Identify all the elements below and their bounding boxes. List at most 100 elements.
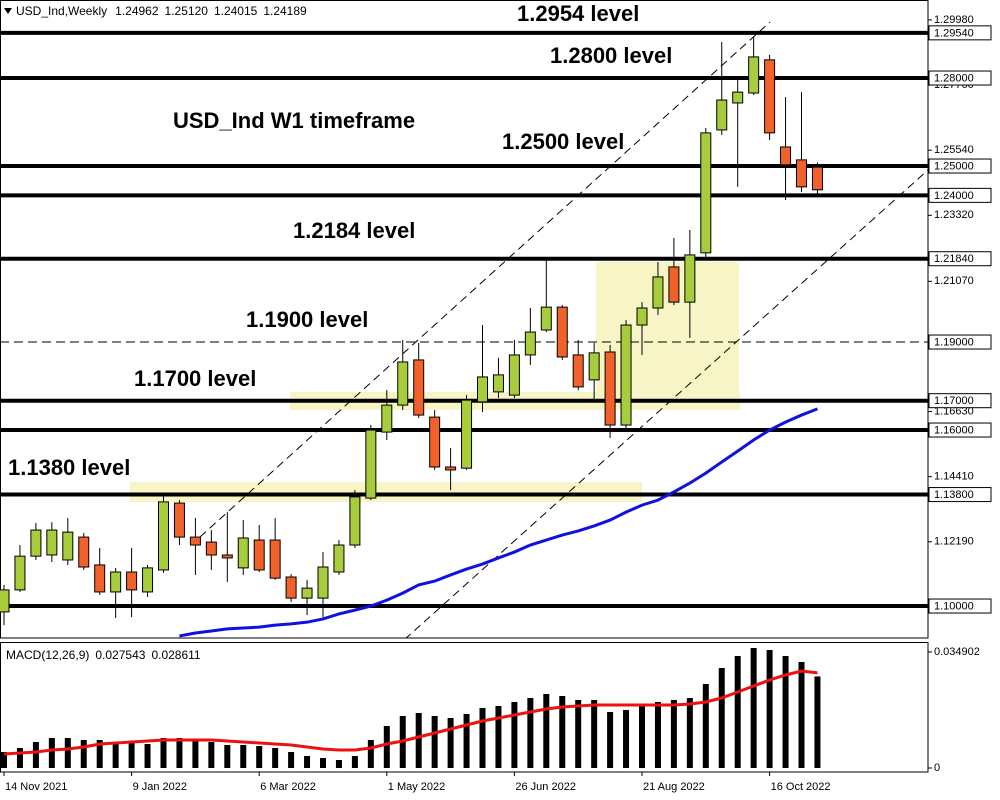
macd-bar xyxy=(575,699,582,769)
candle-body xyxy=(445,466,457,471)
macd-bar xyxy=(670,699,677,769)
macd-bar xyxy=(288,752,295,769)
level-price-label: 1.19000 xyxy=(934,336,974,348)
zone-box xyxy=(596,262,739,410)
x-tick-label: 21 Aug 2022 xyxy=(643,781,705,793)
macd-bar xyxy=(686,697,693,769)
menu-arrow xyxy=(4,8,12,14)
y-tick-label: 1.16630 xyxy=(934,405,974,417)
annotation: 1.1900 level xyxy=(246,307,368,332)
level-price-box xyxy=(928,598,992,614)
level-price-label: 1.16000 xyxy=(934,424,974,436)
candle-body xyxy=(62,531,74,561)
candle-body xyxy=(173,502,185,538)
macd-bar xyxy=(128,742,135,769)
candle-body xyxy=(764,59,776,134)
candle-body xyxy=(811,166,823,191)
x-tick-label: 14 Nov 2021 xyxy=(5,781,67,793)
macd-bar xyxy=(527,697,534,769)
high-value: 1.25120 xyxy=(165,4,209,18)
candle-body xyxy=(158,501,169,571)
x-tick-label: 9 Jan 2022 xyxy=(133,781,187,793)
macd-bar xyxy=(320,758,326,769)
macd-bar xyxy=(750,647,757,769)
macd-bar xyxy=(367,740,374,769)
macd-bar xyxy=(734,655,741,769)
x-tick-label: 1 May 2022 xyxy=(388,781,445,793)
macd-bar xyxy=(96,740,103,769)
candle-body xyxy=(796,159,807,188)
candle-body xyxy=(78,536,90,568)
candle-body xyxy=(684,254,696,303)
macd-bar xyxy=(702,683,709,769)
macd-bar xyxy=(32,742,39,769)
macd-bar xyxy=(304,756,311,769)
candle-body xyxy=(508,354,520,396)
channel-line xyxy=(199,21,771,538)
macd-bar xyxy=(415,712,422,769)
candle-body xyxy=(748,56,760,94)
annotation: 1.2500 level xyxy=(502,129,624,154)
signal-line xyxy=(3,669,818,756)
y-tick-label: 1.23320 xyxy=(934,209,974,221)
macd-bar xyxy=(240,745,247,769)
macd-bar xyxy=(176,737,183,769)
level-price-box xyxy=(928,393,992,409)
candle-body xyxy=(429,416,441,468)
candle-body xyxy=(477,376,488,403)
candle-body xyxy=(301,587,313,599)
level-price-label: 1.25000 xyxy=(934,160,974,172)
macd-bar xyxy=(591,699,598,769)
macd-bar xyxy=(144,744,151,769)
low-value: 1.24015 xyxy=(214,4,258,18)
macd-bar xyxy=(766,649,773,769)
candle-body xyxy=(14,555,26,591)
y-tick-label: 1.21070 xyxy=(934,275,974,287)
macd-bar xyxy=(1,752,7,769)
candle-body xyxy=(716,99,728,131)
level-price-label: 1.29540 xyxy=(934,27,974,39)
main-panel-frame xyxy=(0,0,929,639)
macd-bar xyxy=(16,747,23,769)
macd-bar xyxy=(383,725,390,769)
y-tick-label: 0.034902 xyxy=(934,646,980,658)
macd-plot xyxy=(1,647,821,769)
annotation: 1.2954 level xyxy=(517,1,639,26)
candle-body xyxy=(142,567,154,593)
candle-body xyxy=(221,554,233,559)
candle-body xyxy=(732,91,744,104)
candle-body xyxy=(94,564,106,593)
macd-bar xyxy=(798,661,805,769)
candle-body xyxy=(333,544,345,573)
macd-bar xyxy=(495,706,502,769)
annotation: 1.2184 level xyxy=(293,218,415,243)
candle-body xyxy=(492,374,504,393)
level-price-label: 1.21840 xyxy=(934,253,974,265)
candle-body xyxy=(189,536,201,546)
macd-bar xyxy=(256,746,263,769)
candle-body xyxy=(540,306,552,331)
annotation: 1.2800 level xyxy=(550,43,672,68)
level-price-label: 1.28000 xyxy=(934,72,974,84)
level-price-box xyxy=(928,251,992,267)
macd-title: MACD(12,26,9) xyxy=(6,648,89,662)
main-plot xyxy=(0,30,928,638)
candle-body xyxy=(126,571,138,591)
candle-body xyxy=(349,496,361,546)
candle-body xyxy=(205,541,217,556)
macd-bar xyxy=(48,737,55,769)
y-tick-label: 0 xyxy=(934,762,940,774)
macd-bar xyxy=(718,668,725,769)
level-price-box xyxy=(928,334,992,350)
candle-body xyxy=(285,576,297,599)
close-value: 1.24189 xyxy=(263,4,307,18)
candle-body xyxy=(780,146,792,166)
candle-body xyxy=(620,324,632,426)
x-tick-label: 26 Jun 2022 xyxy=(515,781,576,793)
macd-bar xyxy=(607,711,614,769)
annotation: USD_Ind W1 timeframe xyxy=(173,108,415,133)
candle-body xyxy=(253,539,265,571)
macd-bar xyxy=(64,737,71,769)
candle-body xyxy=(461,399,473,469)
